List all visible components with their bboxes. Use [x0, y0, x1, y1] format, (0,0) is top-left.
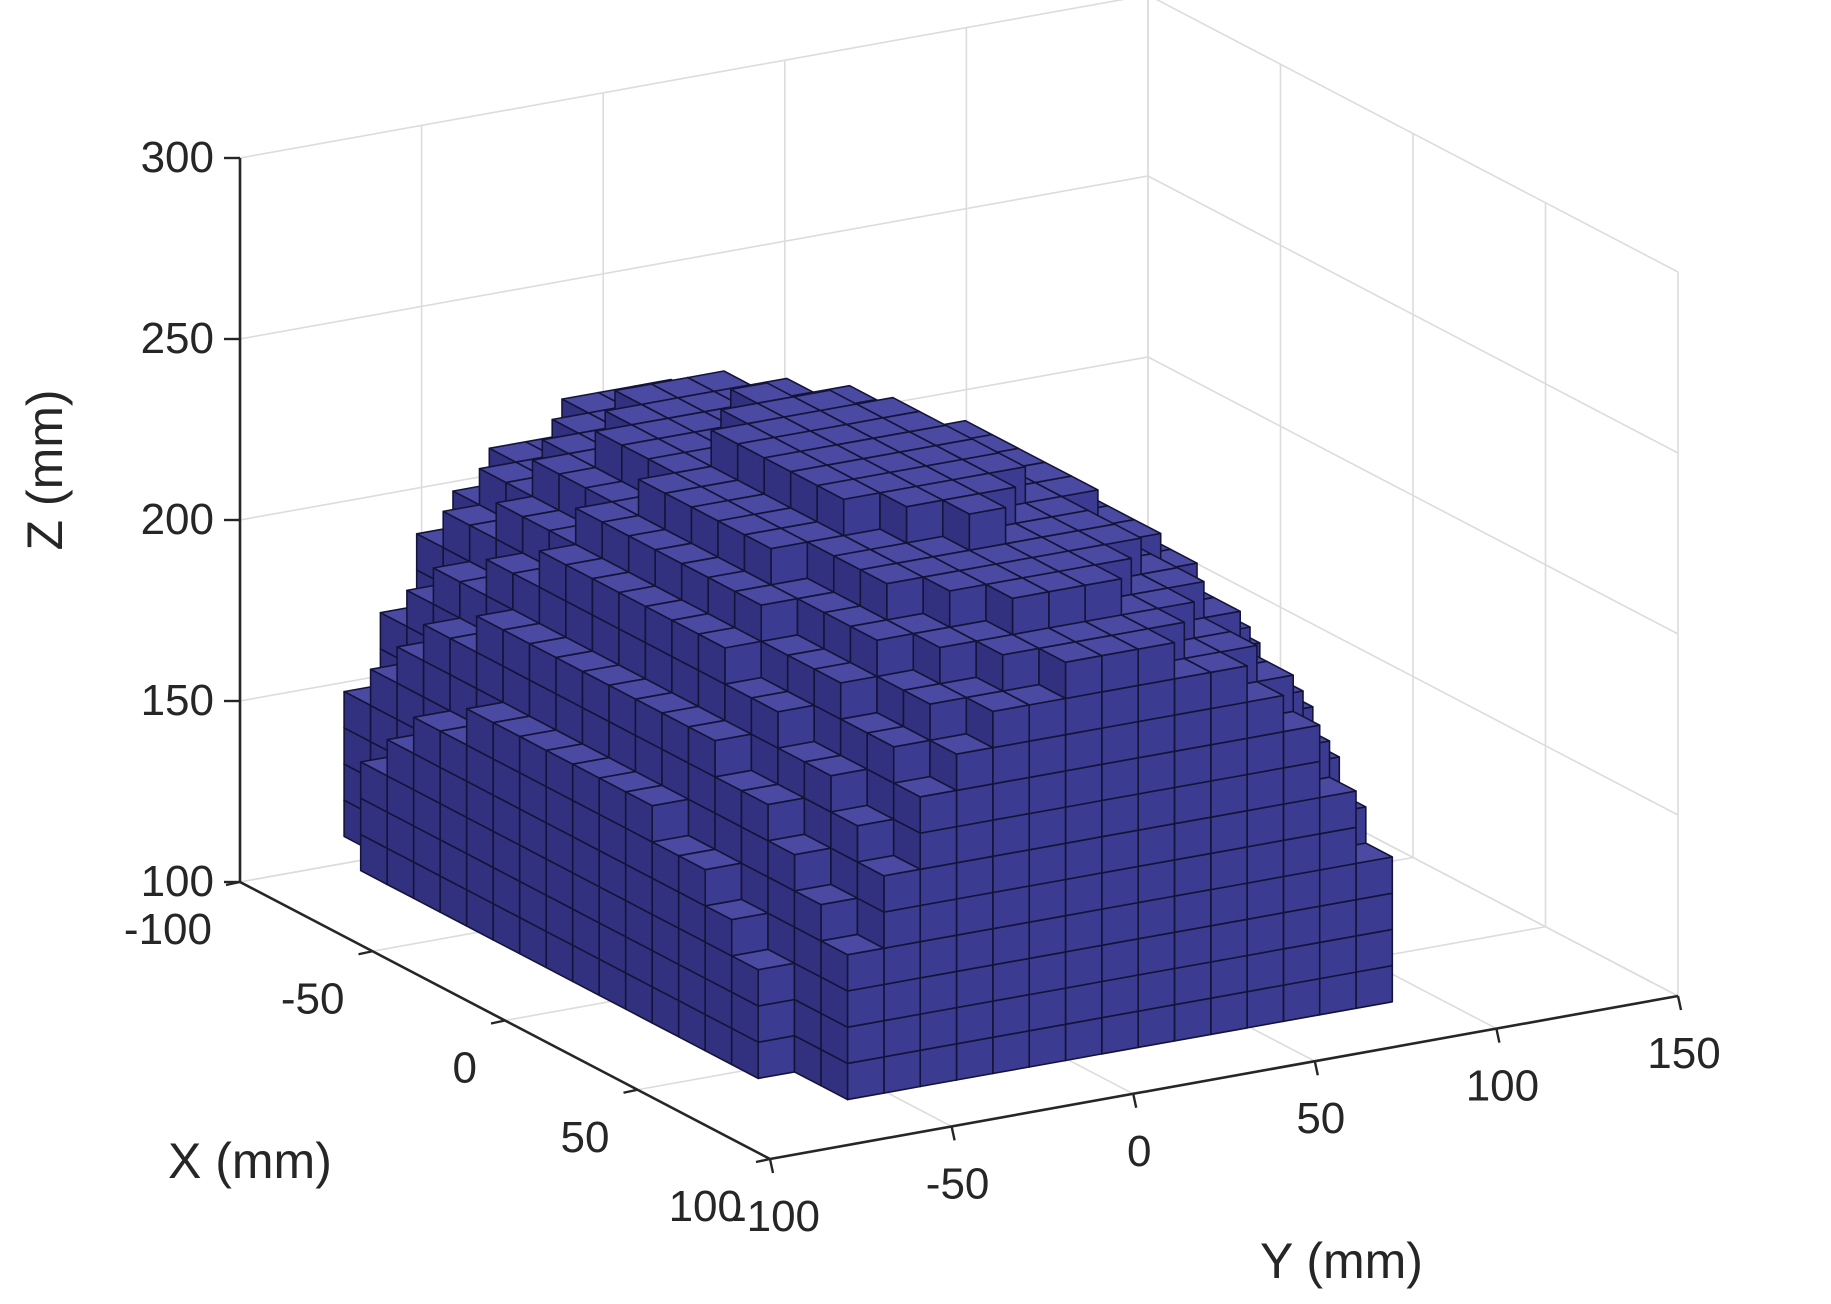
side-wall-grid-z [1147, 537, 1679, 816]
y-tick [1495, 1028, 1501, 1043]
y-axis-line [769, 994, 1679, 1161]
x-tick [755, 1157, 771, 1164]
back-wall-grid-z [239, 0, 1125, 159]
axis-layer [224, 156, 1683, 1174]
side-wall-grid-z [1147, 356, 1679, 635]
y-tick [768, 1158, 775, 1174]
x-tick [623, 1088, 638, 1094]
y-tick [950, 1126, 956, 1141]
back-wall-grid-z [239, 175, 1149, 340]
y-tick [1676, 995, 1683, 1011]
x-tick [490, 1019, 506, 1025]
x-tick [358, 950, 373, 956]
x-tick [225, 880, 241, 887]
y-tick [1313, 1060, 1319, 1076]
side-wall-grid-z [1155, 0, 1679, 273]
side-wall-grid-z [1147, 175, 1679, 454]
y-tick [1132, 1093, 1138, 1109]
voxel-layer [343, 370, 1394, 1101]
